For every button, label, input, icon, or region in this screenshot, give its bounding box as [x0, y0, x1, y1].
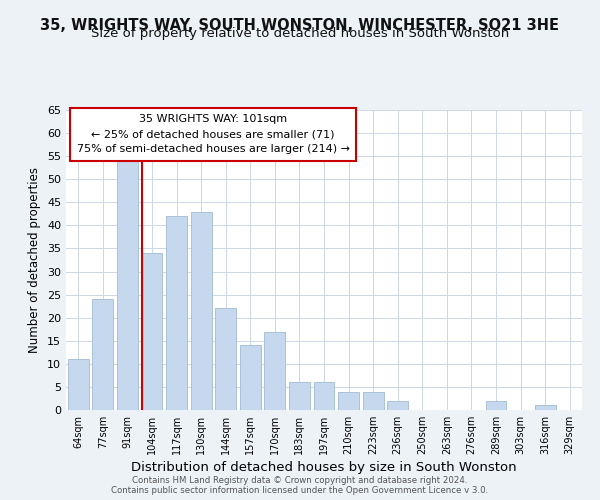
- X-axis label: Distribution of detached houses by size in South Wonston: Distribution of detached houses by size …: [131, 461, 517, 474]
- Bar: [215, 308, 236, 410]
- Y-axis label: Number of detached properties: Number of detached properties: [28, 167, 41, 353]
- Bar: [191, 212, 212, 410]
- Bar: [387, 401, 408, 410]
- Bar: [362, 392, 383, 410]
- Bar: [68, 359, 89, 410]
- Bar: [117, 161, 138, 410]
- Bar: [338, 392, 359, 410]
- Bar: [314, 382, 334, 410]
- Bar: [92, 299, 113, 410]
- Bar: [166, 216, 187, 410]
- Bar: [535, 406, 556, 410]
- Text: Contains HM Land Registry data © Crown copyright and database right 2024.: Contains HM Land Registry data © Crown c…: [132, 476, 468, 485]
- Bar: [142, 253, 163, 410]
- Text: 35 WRIGHTS WAY: 101sqm
← 25% of detached houses are smaller (71)
75% of semi-det: 35 WRIGHTS WAY: 101sqm ← 25% of detached…: [77, 114, 350, 154]
- Bar: [289, 382, 310, 410]
- Text: 35, WRIGHTS WAY, SOUTH WONSTON, WINCHESTER, SO21 3HE: 35, WRIGHTS WAY, SOUTH WONSTON, WINCHEST…: [41, 18, 560, 32]
- Bar: [485, 401, 506, 410]
- Bar: [265, 332, 286, 410]
- Text: Size of property relative to detached houses in South Wonston: Size of property relative to detached ho…: [91, 28, 509, 40]
- Text: Contains public sector information licensed under the Open Government Licence v : Contains public sector information licen…: [112, 486, 488, 495]
- Bar: [240, 346, 261, 410]
